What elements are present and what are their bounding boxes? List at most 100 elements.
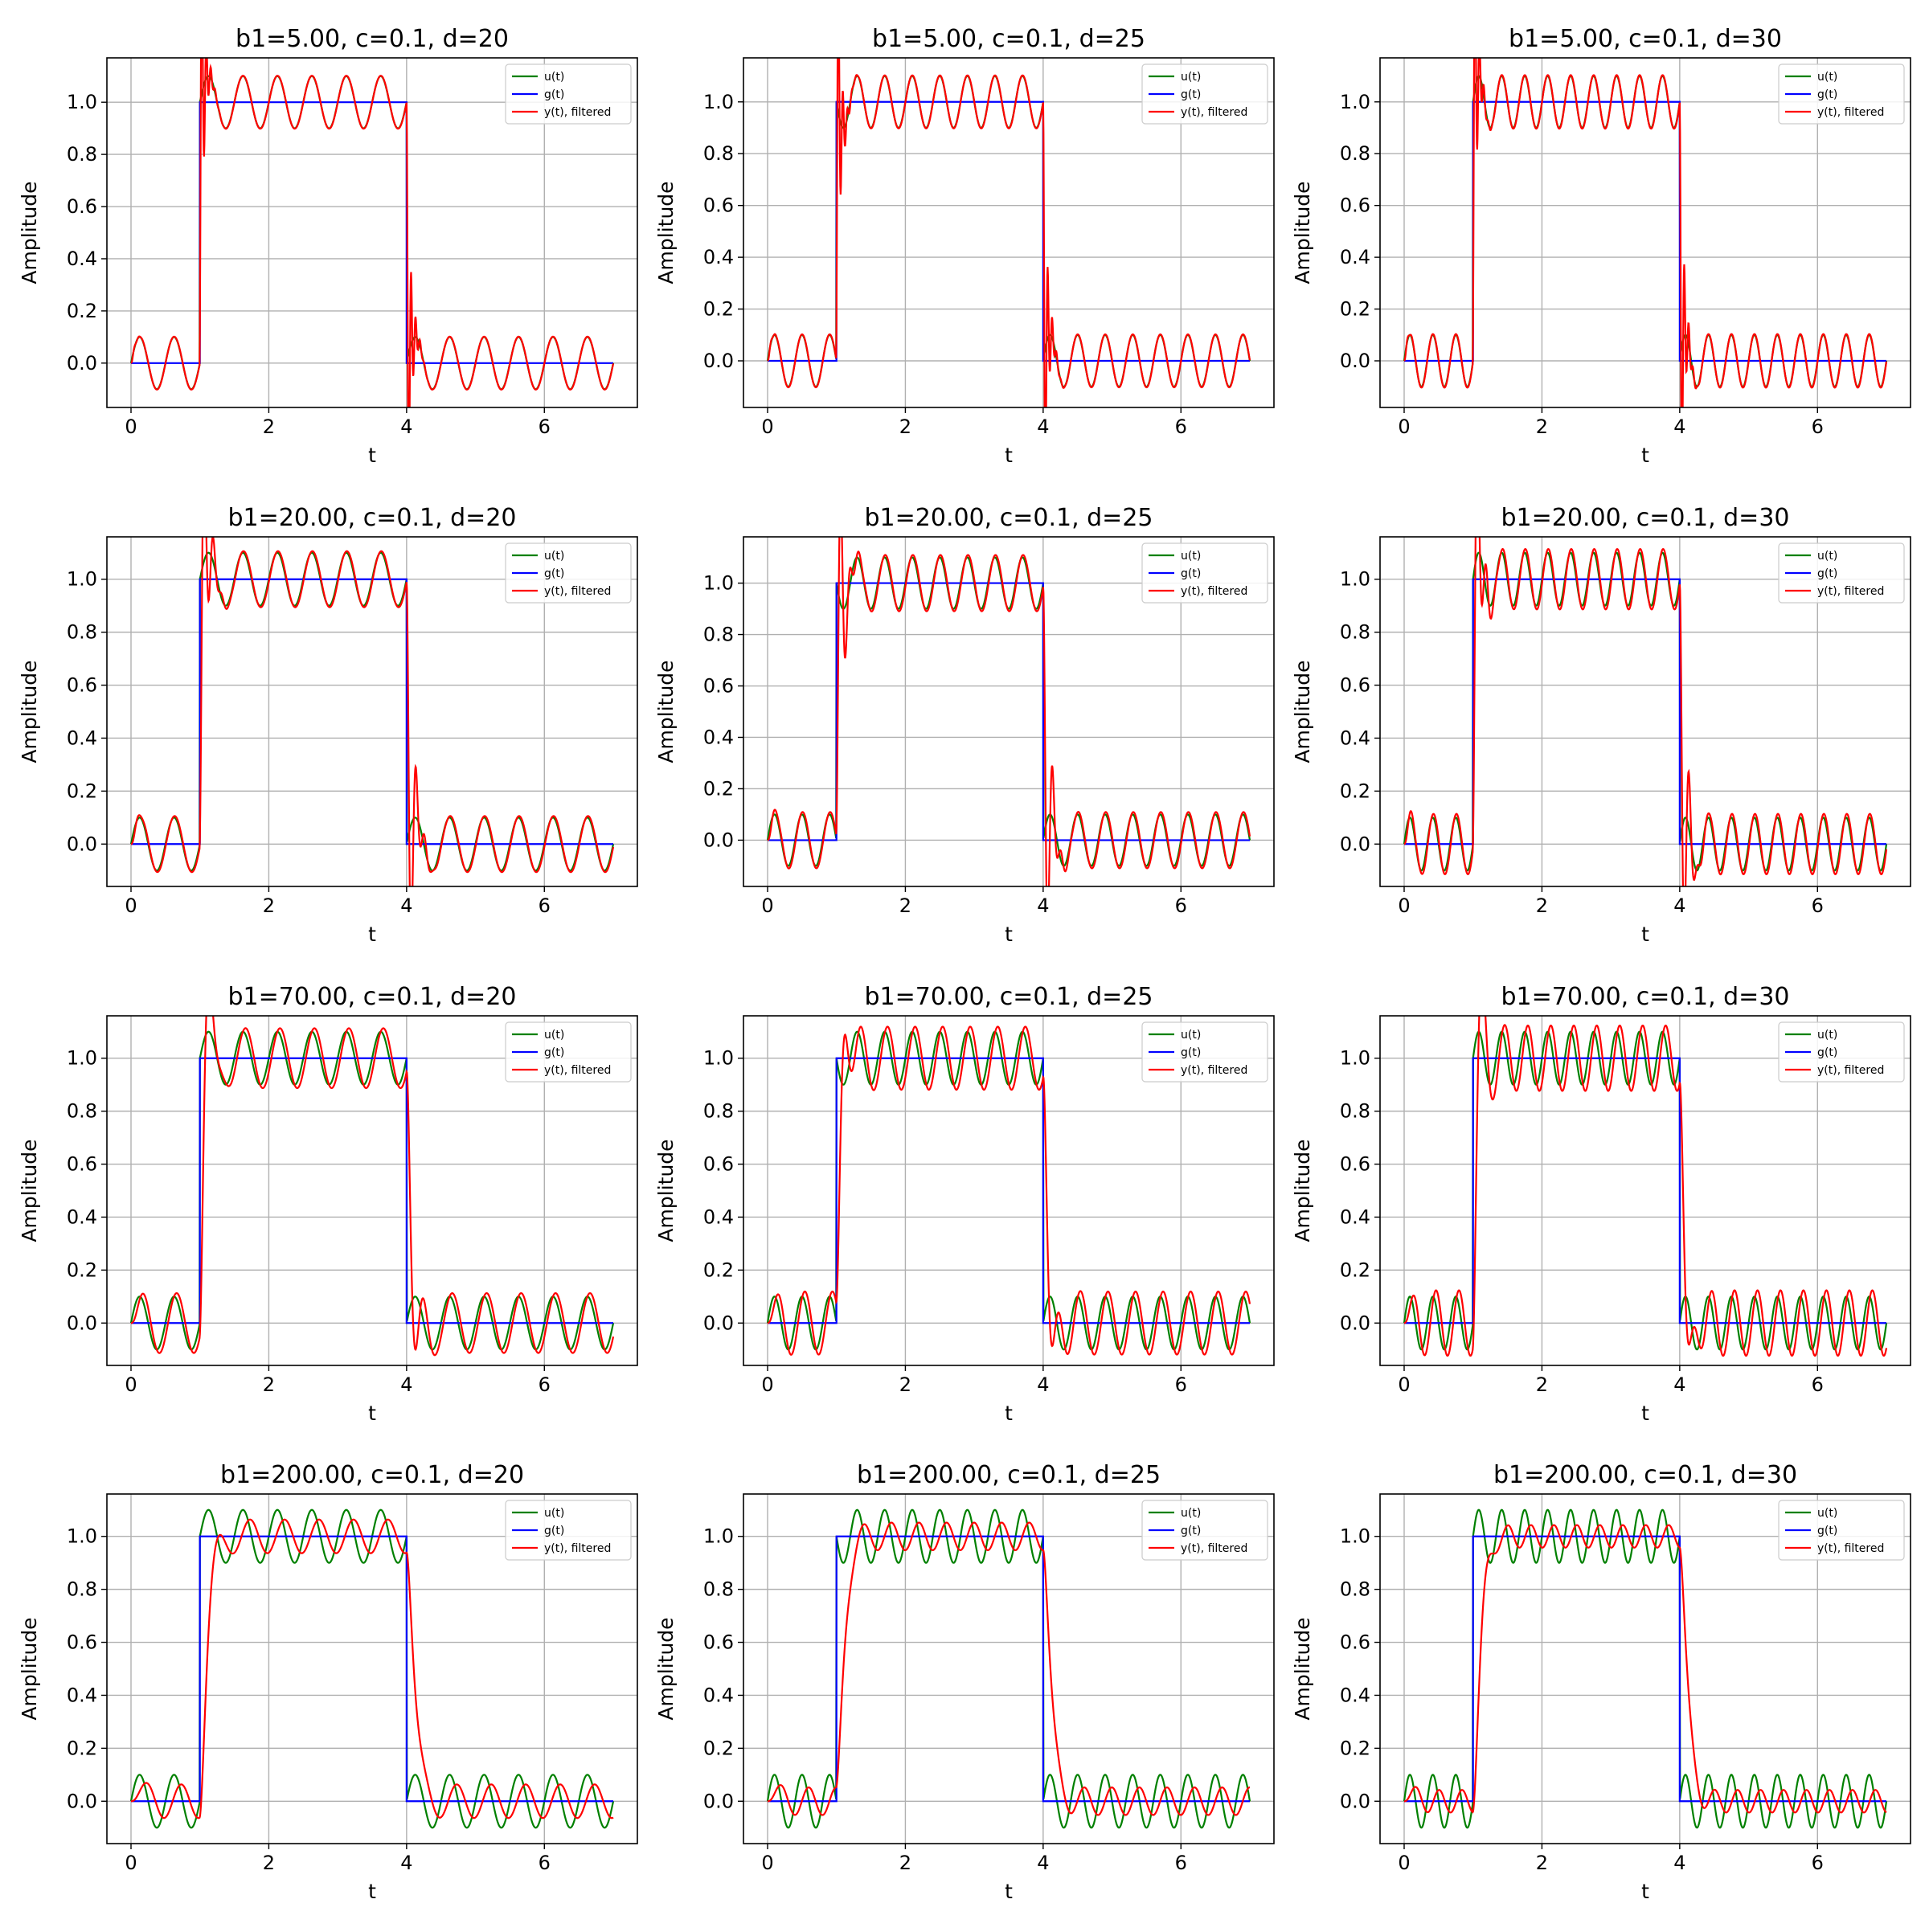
y-axis-label: Amplitude	[1291, 181, 1314, 284]
legend-entry: y(t), filtered	[1817, 106, 1884, 119]
plot-area	[766, 1508, 1251, 1829]
y-tick-label: 0.0	[703, 1790, 734, 1812]
y-tick-label: 1.0	[67, 568, 97, 591]
series-g-line	[131, 1535, 613, 1803]
y-tick-label: 0.8	[1340, 142, 1370, 165]
legend: u(t) g(t) y(t), filtered	[505, 1021, 632, 1083]
subplot-1: 0 2 4 6 0.0 0.2 0.4 0.6 0.8 1.0 b1=5.00, c=0.1, d=…	[18, 25, 638, 467]
y-tick-label: 0.6	[1340, 674, 1370, 697]
x-axis-label: t	[1641, 1880, 1649, 1903]
legend-box	[1778, 542, 1905, 604]
series-g-line	[1404, 1057, 1886, 1324]
x-tick-label: 4	[1037, 1852, 1049, 1874]
y-tick-label: 0.4	[67, 727, 97, 749]
legend-entry: y(t), filtered	[1181, 1542, 1247, 1555]
series-y-line	[130, 58, 615, 407]
y-tick-label: 0.8	[67, 1578, 97, 1601]
x-axis-label: t	[1641, 1402, 1649, 1425]
subplot-title: b1=5.00, c=0.1, d=25	[872, 25, 1145, 53]
x-axis-label: t	[368, 1402, 376, 1425]
y-axis-label: Amplitude	[1291, 1617, 1314, 1720]
x-axis-label: t	[1005, 1880, 1013, 1903]
y-tick-label: 0.6	[67, 195, 97, 218]
axes-frame	[743, 536, 1275, 887]
y-tick-label: 0.4	[1340, 1205, 1370, 1228]
legend-entry: g(t)	[1181, 1525, 1201, 1537]
legend-entry: g(t)	[1817, 1046, 1837, 1059]
x-axis-label: t	[368, 444, 376, 467]
series-y-line	[767, 1521, 1250, 1816]
series-g-line	[768, 582, 1250, 841]
x-tick-label: 4	[400, 1373, 412, 1396]
y-tick-label: 0.6	[67, 1153, 97, 1176]
legend-entry: y(t), filtered	[544, 1064, 611, 1077]
legend: u(t) g(t) y(t), filtered	[1778, 1021, 1905, 1083]
y-tick-label: 0.4	[67, 248, 97, 270]
x-tick-label: 4	[1037, 1373, 1049, 1396]
series-g-line	[131, 578, 613, 845]
y-tick-label: 0.4	[703, 246, 734, 268]
y-tick-label: 0.0	[703, 1312, 734, 1334]
y-tick-label: 1.0	[703, 572, 734, 595]
legend: u(t) g(t) y(t), filtered	[505, 1500, 632, 1561]
axes-frame	[1379, 1493, 1911, 1844]
x-tick-label: 2	[263, 1373, 275, 1396]
subplot-title: b1=200.00, c=0.1, d=25	[857, 1461, 1161, 1489]
y-tick-label: 0.4	[1340, 246, 1370, 268]
x-tick-label: 0	[125, 1373, 137, 1396]
plot-area	[129, 1508, 615, 1829]
legend-entry: u(t)	[1181, 1507, 1201, 1520]
legend-entry: y(t), filtered	[1181, 585, 1247, 598]
x-tick-label: 4	[1037, 415, 1049, 438]
legend-entry: g(t)	[1817, 1525, 1837, 1537]
x-tick-label: 6	[1812, 894, 1824, 917]
x-tick-label: 6	[539, 894, 551, 917]
plot-area	[129, 58, 615, 407]
x-tick-label: 4	[1673, 894, 1685, 917]
series-g-line	[1404, 578, 1886, 845]
y-axis-label: Amplitude	[654, 1617, 678, 1720]
legend-entry: g(t)	[544, 567, 564, 580]
x-tick-label: 0	[125, 415, 137, 438]
subplot-2: 0 2 4 6 0.0 0.2 0.4 0.6 0.8 1.0 b1=5.00, c=0.1, d=…	[654, 25, 1275, 467]
legend-entry: u(t)	[1181, 1029, 1201, 1042]
y-tick-label: 1.0	[1340, 1525, 1370, 1548]
x-tick-label: 6	[1175, 1373, 1187, 1396]
legend-entry: g(t)	[1181, 88, 1201, 101]
series-u-line	[766, 1508, 1251, 1829]
legend: u(t) g(t) y(t), filtered	[1778, 63, 1905, 125]
legend-box	[1141, 1500, 1268, 1561]
y-tick-label: 0.6	[1340, 1631, 1370, 1654]
y-tick-label: 1.0	[1340, 568, 1370, 591]
series-y-line	[1403, 537, 1888, 886]
x-tick-label: 0	[761, 1373, 773, 1396]
y-tick-label: 0.8	[67, 621, 97, 644]
y-tick-label: 0.2	[1340, 1737, 1370, 1759]
x-tick-label: 0	[125, 894, 137, 917]
legend-entry: y(t), filtered	[1817, 1542, 1884, 1555]
legend: u(t) g(t) y(t), filtered	[1778, 1500, 1905, 1561]
y-tick-label: 0.6	[1340, 194, 1370, 217]
x-tick-label: 2	[899, 1373, 911, 1396]
legend: u(t) g(t) y(t), filtered	[1141, 1500, 1268, 1561]
axes-frame	[106, 57, 638, 408]
axes-frame	[743, 1493, 1275, 1844]
plot-area	[766, 1025, 1251, 1356]
y-axis-label: Amplitude	[18, 1617, 41, 1720]
y-tick-label: 1.0	[1340, 91, 1370, 113]
legend-entry: g(t)	[1181, 567, 1201, 580]
subplot-title: b1=5.00, c=0.1, d=20	[235, 25, 509, 53]
x-tick-label: 6	[1812, 415, 1824, 438]
x-tick-label: 0	[1398, 1373, 1410, 1396]
x-tick-label: 2	[263, 894, 275, 917]
series-y-line	[1403, 1016, 1888, 1357]
y-axis-label: Amplitude	[1291, 660, 1314, 763]
y-tick-label: 1.0	[703, 1525, 734, 1548]
axes-frame	[743, 57, 1275, 408]
y-tick-label: 0.0	[1340, 350, 1370, 372]
y-tick-label: 0.0	[703, 350, 734, 372]
plot-area	[1403, 1016, 1888, 1357]
y-axis-label: Amplitude	[1291, 1139, 1314, 1242]
x-tick-label: 2	[263, 415, 275, 438]
